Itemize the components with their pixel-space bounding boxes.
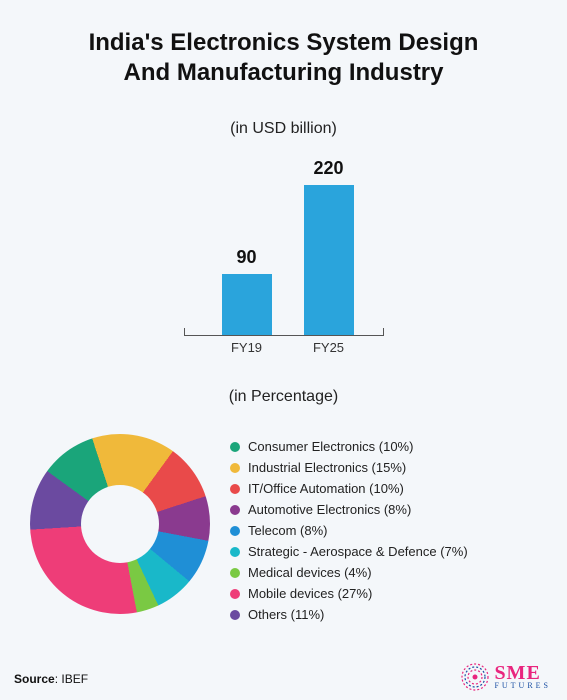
page-title: India's Electronics System DesignAnd Man… (0, 0, 567, 98)
legend-item: Automotive Electronics (8%) (230, 499, 468, 520)
bar-category-label: FY25 (304, 340, 354, 355)
bar-chart-container: 90 FY19 220 FY25 (0, 138, 567, 360)
bar (304, 185, 354, 335)
legend-color-dot (230, 610, 240, 620)
legend-label: Strategic - Aerospace & Defence (7%) (248, 544, 468, 559)
bar-value-label: 220 (304, 158, 354, 179)
bar-axis-tick-left (184, 328, 185, 336)
legend-item: Strategic - Aerospace & Defence (7%) (230, 541, 468, 562)
legend-item: Others (11%) (230, 604, 468, 625)
bar-chart: 90 FY19 220 FY25 (184, 138, 384, 360)
brand-logo-line2: FUTURES (494, 682, 551, 690)
legend-label: IT/Office Automation (10%) (248, 481, 404, 496)
legend-item: Consumer Electronics (10%) (230, 436, 468, 457)
bar-chart-plot-area (184, 176, 384, 336)
donut-chart-subtitle: (in Percentage) (0, 388, 567, 406)
source-value: : IBEF (55, 672, 88, 686)
bar-value-label: 90 (222, 247, 272, 268)
legend-item: Mobile devices (27%) (230, 583, 468, 604)
legend-label: Telecom (8%) (248, 523, 327, 538)
legend-label: Automotive Electronics (8%) (248, 502, 411, 517)
legend-color-dot (230, 526, 240, 536)
legend-label: Consumer Electronics (10%) (248, 439, 413, 454)
donut-hole (81, 485, 159, 563)
legend-color-dot (230, 589, 240, 599)
donut-legend: Consumer Electronics (10%) Industrial Ele… (230, 436, 468, 625)
legend-label: Mobile devices (27%) (248, 586, 372, 601)
bar (222, 274, 272, 335)
legend-label: Industrial Electronics (15%) (248, 460, 406, 475)
legend-color-dot (230, 505, 240, 515)
legend-label: Others (11%) (248, 607, 324, 622)
legend-color-dot (230, 568, 240, 578)
bar-axis-tick-right (383, 328, 384, 336)
legend-item: IT/Office Automation (10%) (230, 478, 468, 499)
source-attribution: Source: IBEF (14, 672, 88, 686)
footer: Source: IBEF SME FUTURES (0, 654, 567, 700)
source-prefix: Source (14, 672, 55, 686)
donut-chart-section: Consumer Electronics (10%) Industrial Ele… (0, 406, 567, 646)
brand-logo: SME FUTURES (460, 662, 551, 692)
legend-item: Medical devices (4%) (230, 562, 468, 583)
brand-logo-line1: SME (494, 664, 551, 682)
legend-color-dot (230, 463, 240, 473)
bar-category-label: FY19 (222, 340, 272, 355)
legend-label: Medical devices (4%) (248, 565, 372, 580)
brand-logo-icon (460, 662, 490, 692)
bar-chart-subtitle: (in USD billion) (0, 120, 567, 138)
legend-color-dot (230, 547, 240, 557)
brand-logo-text: SME FUTURES (494, 664, 551, 690)
legend-color-dot (230, 484, 240, 494)
legend-item: Industrial Electronics (15%) (230, 457, 468, 478)
donut-chart (30, 434, 210, 614)
legend-item: Telecom (8%) (230, 520, 468, 541)
legend-color-dot (230, 442, 240, 452)
